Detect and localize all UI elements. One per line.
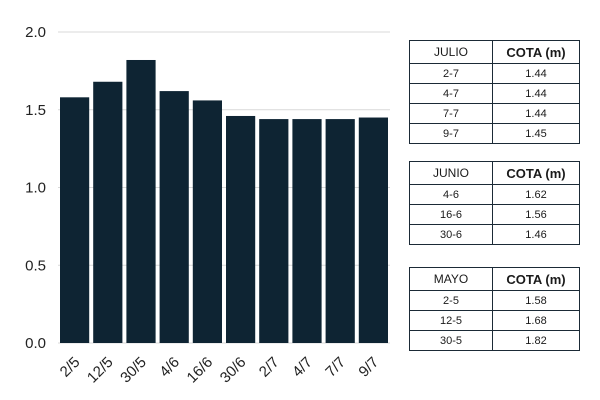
bar bbox=[325, 119, 355, 343]
bar bbox=[60, 97, 90, 343]
bar bbox=[292, 119, 322, 343]
bar bbox=[358, 117, 388, 344]
table-junio: JUNIO COTA (m) 4-6 1.62 16-6 1.56 30-6 1… bbox=[409, 161, 580, 245]
month-header: JULIO bbox=[409, 40, 493, 64]
date-cell: 30-5 bbox=[409, 330, 493, 351]
date-cell: 2-7 bbox=[409, 63, 493, 84]
date-cell: 9-7 bbox=[409, 123, 493, 144]
table-header-row: JUNIO COTA (m) bbox=[409, 161, 580, 185]
bar bbox=[93, 81, 123, 343]
x-tick-label: 12/5 bbox=[84, 354, 117, 387]
value-cell: 1.44 bbox=[492, 83, 580, 104]
bars bbox=[60, 59, 388, 344]
month-header: MAYO bbox=[409, 267, 493, 291]
table-row: 30-5 1.82 bbox=[409, 330, 580, 351]
bar bbox=[159, 91, 189, 343]
y-tick-label: 1.5 bbox=[25, 102, 46, 119]
x-tick-label: 2/7 bbox=[256, 354, 283, 381]
table-header-row: JULIO COTA (m) bbox=[409, 40, 580, 64]
x-tick-label: 4/6 bbox=[156, 354, 183, 381]
table-row: 7-7 1.44 bbox=[409, 103, 580, 124]
y-tick-label: 1.0 bbox=[25, 180, 46, 197]
table-row: 2-7 1.44 bbox=[409, 63, 580, 84]
value-cell: 1.56 bbox=[492, 204, 580, 225]
cota-header: COTA (m) bbox=[492, 267, 580, 291]
value-cell: 1.44 bbox=[492, 63, 580, 84]
table-row: 30-6 1.46 bbox=[409, 224, 580, 245]
bar bbox=[226, 115, 256, 343]
date-cell: 4-6 bbox=[409, 184, 493, 205]
x-tick-label: 30/6 bbox=[217, 354, 250, 387]
date-cell: 4-7 bbox=[409, 83, 493, 104]
y-tick-label: 0.0 bbox=[25, 335, 46, 352]
value-cell: 1.58 bbox=[492, 290, 580, 311]
x-tick-label: 9/7 bbox=[355, 354, 382, 381]
y-tick-label: 2.0 bbox=[25, 24, 46, 41]
cota-header: COTA (m) bbox=[492, 40, 580, 64]
y-tick-label: 0.5 bbox=[25, 257, 46, 274]
date-cell: 2-5 bbox=[409, 290, 493, 311]
y-axis-ticks: 0.0 0.5 1.0 1.5 2.0 bbox=[25, 24, 46, 352]
table-row: 4-7 1.44 bbox=[409, 83, 580, 104]
table-header-row: MAYO COTA (m) bbox=[409, 267, 580, 291]
bar bbox=[126, 59, 156, 344]
date-cell: 12-5 bbox=[409, 310, 493, 331]
table-row: 12-5 1.68 bbox=[409, 310, 580, 331]
date-cell: 30-6 bbox=[409, 224, 493, 245]
value-cell: 1.45 bbox=[492, 123, 580, 144]
table-row: 4-6 1.62 bbox=[409, 184, 580, 205]
x-tick-label: 2/5 bbox=[57, 354, 84, 381]
x-tick-label: 16/6 bbox=[184, 354, 217, 387]
bar bbox=[192, 100, 222, 343]
value-cell: 1.68 bbox=[492, 310, 580, 331]
month-header: JUNIO bbox=[409, 161, 493, 185]
value-cell: 1.44 bbox=[492, 103, 580, 124]
x-tick-label: 4/7 bbox=[289, 354, 316, 381]
bar bbox=[259, 119, 289, 343]
cota-header: COTA (m) bbox=[492, 161, 580, 185]
table-row: 9-7 1.45 bbox=[409, 123, 580, 144]
x-axis-ticks: 2/5 12/5 30/5 4/6 16/6 30/6 2/7 4/7 7/7 9/7 bbox=[57, 354, 383, 387]
value-cell: 1.62 bbox=[492, 184, 580, 205]
table-row: 2-5 1.58 bbox=[409, 290, 580, 311]
x-tick-label: 7/7 bbox=[322, 354, 349, 381]
value-cell: 1.82 bbox=[492, 330, 580, 351]
date-cell: 16-6 bbox=[409, 204, 493, 225]
table-julio: JULIO COTA (m) 2-7 1.44 4-7 1.44 7-7 1.4… bbox=[409, 40, 580, 144]
value-cell: 1.46 bbox=[492, 224, 580, 245]
table-mayo: MAYO COTA (m) 2-5 1.58 12-5 1.68 30-5 1.… bbox=[409, 267, 580, 351]
table-row: 16-6 1.56 bbox=[409, 204, 580, 225]
x-tick-label: 30/5 bbox=[117, 354, 150, 387]
date-cell: 7-7 bbox=[409, 103, 493, 124]
